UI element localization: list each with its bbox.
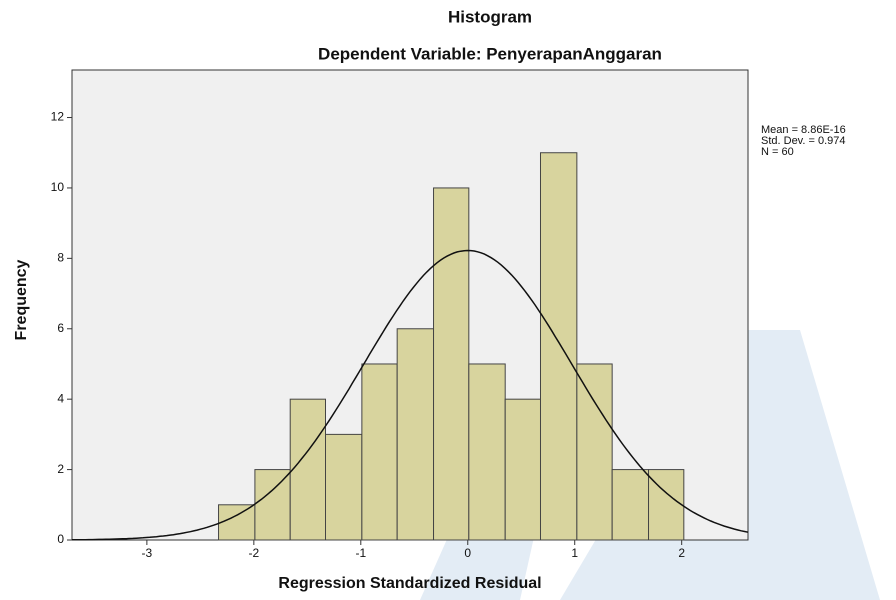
x-tick-label: 2 [678, 546, 685, 560]
bar [361, 363, 398, 541]
bar [611, 469, 650, 541]
stats-text: Mean = 8.86E-16 [761, 124, 846, 136]
bar [468, 363, 506, 541]
bar [539, 152, 578, 541]
bar [576, 363, 613, 541]
bar [254, 469, 291, 541]
x-tick-label: -2 [248, 546, 259, 560]
y-tick-label: 4 [57, 391, 64, 405]
y-tick-label: 8 [57, 251, 64, 265]
bar [325, 433, 363, 541]
bar [504, 398, 541, 541]
y-tick-label: 6 [57, 321, 64, 335]
x-tick-label: -3 [142, 546, 153, 560]
bar [396, 328, 435, 541]
normal-curve [72, 249, 749, 541]
y-axis-label: Frequency [13, 259, 30, 340]
chart-subtitle: Dependent Variable: PenyerapanAnggaran [318, 44, 662, 63]
x-tick-label: -1 [355, 546, 366, 560]
y-tick-label: 12 [51, 110, 65, 124]
y-tick-label: 0 [57, 532, 64, 546]
y-tick-label: 2 [57, 462, 64, 476]
x-tick-label: 0 [464, 546, 471, 560]
chart-title: Histogram [448, 7, 532, 26]
bar [648, 469, 685, 541]
bar [289, 398, 327, 541]
y-tick-label: 10 [51, 180, 65, 194]
bar [433, 187, 470, 541]
stats-text: N = 60 [761, 146, 794, 158]
stats-text: Std. Dev. = 0.974 [761, 135, 846, 147]
x-axis-label: Regression Standardized Residual [278, 575, 541, 592]
x-tick-label: 1 [571, 546, 578, 560]
bar [218, 504, 256, 541]
